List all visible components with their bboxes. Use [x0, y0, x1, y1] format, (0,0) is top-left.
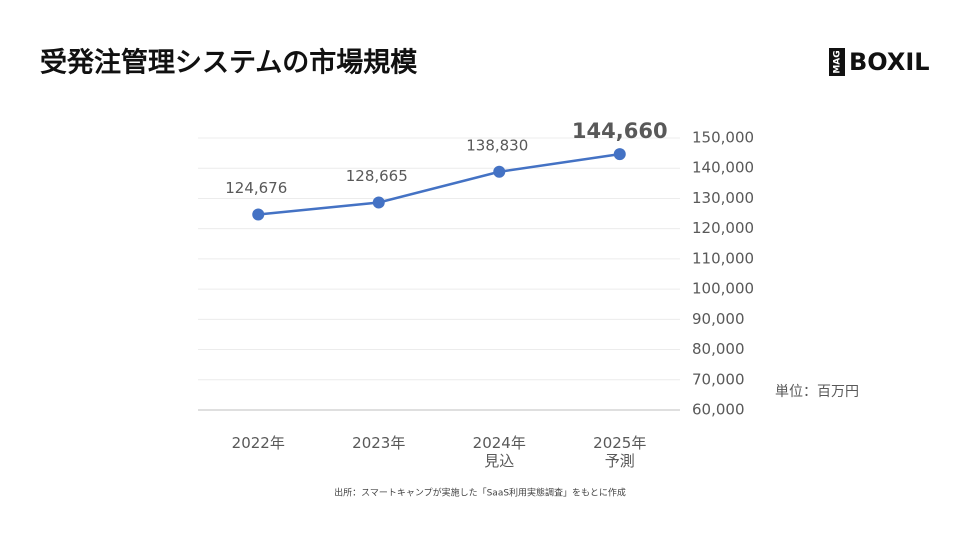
- line: [258, 152, 620, 216]
- source-note: 出所：スマートキャンプが実施した「SaaS利用実態調査」をもとに作成: [334, 487, 626, 499]
- point: [252, 208, 265, 221]
- data-label: 128,665: [346, 167, 408, 185]
- chart-title: 受発注管理システムの市場規模: [40, 47, 417, 79]
- point: [372, 196, 385, 209]
- logo-mag: MAG: [833, 50, 843, 73]
- y-tick-label: 130,000: [692, 189, 754, 207]
- x-tick-label: 2022年: [231, 434, 285, 452]
- y-tick-label: 90,000: [692, 310, 745, 328]
- point: [613, 148, 626, 161]
- x-tick-label: 2023年: [352, 434, 406, 452]
- y-tick-label: 100,000: [692, 280, 754, 298]
- logo-box: [829, 48, 845, 76]
- y-tick-label: 110,000: [692, 249, 754, 267]
- y-tick-label: 80,000: [692, 340, 745, 358]
- y-tick-label: 150,000: [692, 129, 754, 147]
- logo-name: BOXIL: [849, 48, 930, 76]
- unit-label: 単位：百万円: [775, 384, 859, 400]
- y-tick-label: 120,000: [692, 219, 754, 237]
- y-tick-label: 60,000: [692, 401, 745, 419]
- x-tick-label: 2025年 予測: [593, 434, 647, 470]
- point: [493, 165, 506, 178]
- y-tick-label: 140,000: [692, 159, 754, 177]
- data-label: 138,830: [466, 136, 528, 154]
- x-tick-label: 2024年 見込: [472, 434, 526, 470]
- data-label: 144,660: [572, 119, 668, 143]
- y-tick-label: 70,000: [692, 370, 745, 388]
- data-label: 124,676: [225, 179, 287, 197]
